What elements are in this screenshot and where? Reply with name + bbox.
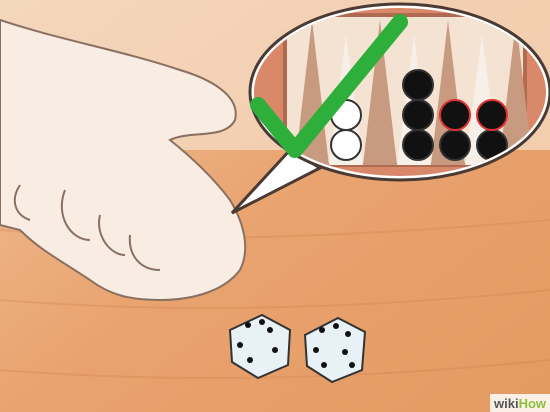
watermark: wikiHow xyxy=(493,396,547,411)
watermark-prefix: wiki xyxy=(493,396,519,411)
fingers xyxy=(13,184,161,271)
watermark-bg xyxy=(490,394,550,412)
watermark-suffix: How xyxy=(519,396,547,411)
checkmark xyxy=(250,14,408,158)
board xyxy=(254,8,546,176)
die xyxy=(228,313,292,380)
die xyxy=(303,316,367,384)
hand xyxy=(0,18,247,302)
